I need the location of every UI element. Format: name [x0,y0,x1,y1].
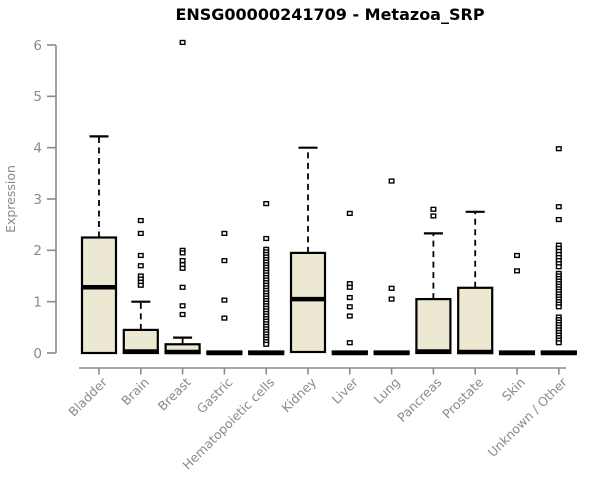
box-group-gastric [206,230,243,356]
x-category-label-kidney: Kidney [278,374,319,415]
outlier-point [555,204,562,210]
outlier-point [555,216,562,223]
outlier-point [346,313,353,319]
box-group-brain [122,217,159,355]
outlier-point [221,297,228,303]
outlier-point [221,315,228,321]
outlier-point [263,341,270,347]
box-group-bladder [80,135,118,355]
chart-title: ENSG00000241709 - Metazoa_SRP [175,5,484,24]
outlier-point [179,284,186,290]
x-category-label-gastric: Gastric [194,374,236,416]
outlier-point [555,304,562,310]
box-group-kidney [289,146,327,354]
outlier-point [346,340,353,346]
outlier-point [555,264,562,270]
y-tick-label: 4 [33,140,42,156]
y-axis-label: Expression [3,165,18,233]
x-category-label-breast: Breast [155,374,194,413]
y-tick-label: 2 [33,243,42,259]
outlier-point [137,252,144,259]
y-tick-label: 5 [33,89,42,105]
box-group-pancreas [415,206,452,355]
outlier-point [137,230,144,236]
outlier-point [179,250,186,256]
box-group-unknown-other [540,146,577,356]
outlier-point [514,252,521,259]
box-group-skin [498,252,536,356]
outlier-point [388,296,395,302]
outlier-point [388,178,395,184]
box-group-hematopoietic-cells [248,201,285,356]
iqr-box [457,286,494,355]
x-category-label-prostate: Prostate [439,374,486,421]
outlier-point [388,285,395,291]
outlier-point [430,206,437,212]
outlier-point [179,311,186,318]
iqr-box [80,236,118,355]
outlier-point [221,258,228,264]
outlier-point [346,294,353,301]
outlier-point [179,265,186,271]
outlier-point [137,217,144,224]
box-group-liver [331,210,368,356]
x-category-label-liver: Liver [329,374,362,407]
box-group-prostate [457,210,494,355]
outlier-point [555,146,562,152]
outlier-point [555,340,562,346]
x-category-label-skin: Skin [499,375,528,404]
outlier-point [179,258,186,264]
box-series [80,39,577,356]
outlier-point [514,268,521,274]
x-category-label-brain: Brain [118,375,152,409]
y-tick-label: 1 [33,294,42,310]
iqr-box [415,298,452,355]
outlier-point [346,284,353,290]
outlier-point [346,304,353,310]
outlier-point [179,303,186,309]
y-tick-label: 0 [33,346,42,362]
outlier-point [430,213,437,219]
box-group-breast [164,39,201,355]
outlier-point [263,235,270,242]
x-category-label-unknown-other: Unknown / Other [485,374,571,460]
outlier-point [137,263,144,269]
iqr-box [289,251,327,354]
outlier-point [346,210,353,216]
box-group-lung [373,178,410,356]
outlier-point [221,230,228,236]
x-category-label-lung: Lung [371,375,403,407]
x-category-label-pancreas: Pancreas [394,375,444,425]
outlier-point [179,39,186,46]
outlier-point [263,201,270,207]
x-category-label-bladder: Bladder [65,374,110,419]
outlier-point [137,282,144,288]
y-tick-label: 3 [33,192,42,208]
y-tick-label: 6 [33,38,42,54]
